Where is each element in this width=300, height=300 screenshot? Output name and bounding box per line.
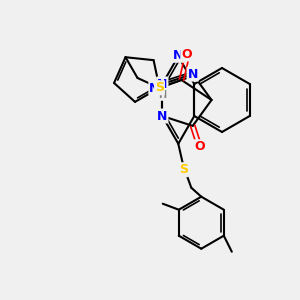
Text: O: O [181, 47, 192, 61]
Text: S: S [179, 163, 188, 176]
Text: S: S [155, 81, 164, 94]
Text: H: H [158, 90, 166, 100]
Text: N: N [188, 68, 198, 81]
Text: N: N [173, 49, 184, 62]
Text: N: N [157, 77, 167, 91]
Text: N: N [149, 82, 160, 94]
Text: N: N [157, 110, 167, 122]
Text: O: O [194, 140, 205, 153]
